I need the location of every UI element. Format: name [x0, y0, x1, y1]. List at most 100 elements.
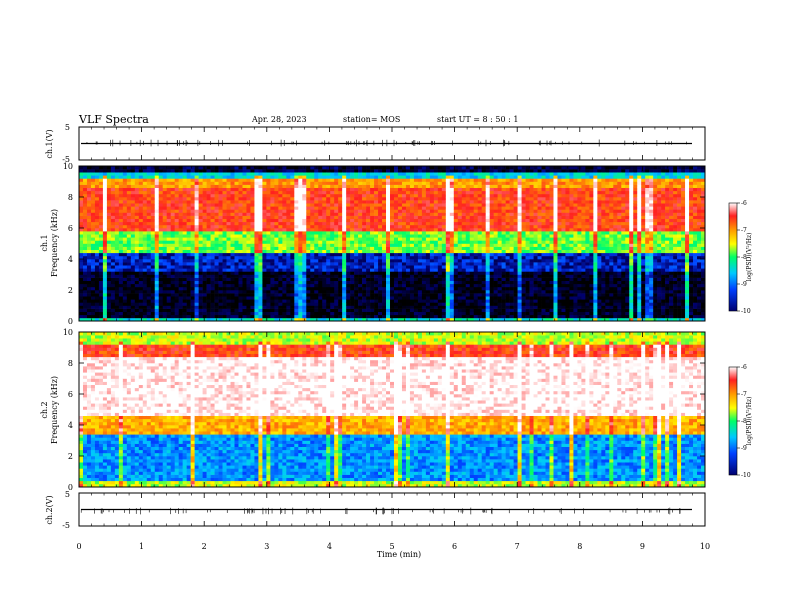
spectrogram-cell	[86, 203, 92, 207]
spectrogram-cell	[306, 246, 311, 250]
spectrogram-cell	[190, 197, 195, 201]
spectrogram-cell	[322, 181, 327, 185]
spectrogram-cell	[306, 302, 311, 306]
spectrogram-cell	[174, 262, 179, 266]
spectrogram-cell	[378, 200, 383, 204]
spectrogram-cell	[330, 224, 335, 229]
spectrogram-cell	[138, 203, 144, 207]
spectrogram-cell	[146, 262, 152, 266]
spectrogram-cell	[242, 215, 247, 219]
spectrogram-cell	[441, 190, 447, 195]
spectrogram-cell	[146, 265, 152, 269]
spectrogram-cell	[421, 190, 427, 195]
spectrogram-cell	[198, 209, 203, 213]
spectrogram-cell	[386, 290, 391, 294]
spectrogram-cell	[102, 262, 108, 266]
spectrogram-cell	[449, 172, 455, 176]
spectrogram-cell	[146, 302, 152, 306]
spectrogram-cell	[286, 231, 291, 235]
spectrogram-cell	[374, 187, 379, 192]
spectrogram-cell	[150, 308, 156, 312]
spectrogram-cell	[401, 265, 407, 269]
spectrogram-cell	[98, 308, 104, 312]
spectrogram-cell	[461, 286, 467, 291]
spectrogram-cell	[250, 234, 255, 238]
spectrogram-cell	[441, 224, 447, 229]
spectrogram-cell	[302, 172, 307, 176]
spectrogram-cell	[82, 249, 88, 254]
spectrogram-cell	[106, 311, 112, 316]
spectrogram-cell	[433, 215, 439, 219]
spectrogram-cell	[354, 166, 359, 170]
spectrogram-cell	[386, 203, 391, 207]
spectrogram-cell	[206, 317, 211, 322]
spectrogram-cell	[79, 262, 84, 266]
spectrogram-cell	[214, 299, 219, 303]
spectrogram-cell	[202, 237, 207, 241]
spectrogram-cell	[378, 206, 383, 210]
spectrogram-cell	[429, 166, 435, 170]
spectrogram-cell	[382, 187, 387, 192]
spectrogram-cell	[298, 268, 303, 272]
spectrogram-cell	[437, 302, 443, 306]
spectrogram-cell	[401, 243, 407, 247]
spectrogram-cell	[461, 178, 467, 182]
spectrogram-cell	[294, 274, 299, 278]
spectrogram-cell	[234, 305, 239, 309]
spectrogram-cell	[166, 215, 172, 219]
spectrogram-cell	[126, 187, 132, 192]
spectrogram-cell	[270, 203, 275, 207]
spectrogram-cell	[322, 203, 327, 207]
spectrogram-cell	[238, 237, 243, 241]
spectrogram-cell	[326, 215, 331, 219]
spectrogram-cell	[178, 234, 183, 238]
spectrogram-cell	[354, 243, 359, 247]
spectrogram-cell	[350, 259, 355, 263]
spectrogram-cell	[294, 243, 299, 247]
spectrogram-cell	[194, 224, 199, 229]
spectrogram-cell	[154, 240, 160, 244]
spectrogram-cell	[178, 283, 183, 288]
spectrogram-cell	[146, 175, 152, 179]
spectrogram-cell	[298, 299, 303, 303]
spectrogram-cell	[314, 246, 319, 250]
spectrogram-cell	[198, 218, 203, 223]
spectrogram-cell	[362, 181, 367, 185]
spectrogram-cell	[437, 290, 443, 294]
spectrogram-cell	[322, 293, 327, 297]
spectrogram-cell	[138, 262, 144, 266]
spectrogram-cell	[82, 203, 88, 207]
spectrogram-cell	[382, 299, 387, 303]
spectrogram-cell	[286, 262, 291, 266]
spectrogram-cell	[433, 190, 439, 195]
spectrogram-cell	[453, 172, 459, 176]
spectrogram-cell	[238, 293, 243, 297]
spectrogram-cell	[182, 252, 187, 257]
spectrogram-cell	[146, 209, 152, 213]
spectrogram-cell	[182, 212, 187, 216]
spectrogram-cell	[210, 308, 215, 312]
spectrogram-cell	[429, 240, 435, 244]
spectrogram-cell	[334, 206, 339, 210]
spectrogram-cell	[82, 215, 88, 219]
spectrogram-cell	[154, 243, 160, 247]
spectrogram-cell	[294, 169, 299, 173]
spectrogram-cell	[413, 290, 419, 294]
spectrogram-cell	[449, 200, 455, 204]
spectrogram-cell	[110, 262, 116, 266]
spectrogram-cell	[449, 317, 455, 322]
spectrogram-cell	[110, 271, 116, 275]
spectrogram-cell	[90, 193, 96, 198]
spectrogram-cell	[413, 169, 419, 173]
spectrogram-cell	[310, 172, 315, 176]
spectrogram-cell	[146, 218, 152, 223]
spectrogram-cell	[374, 215, 379, 219]
spectrogram-cell	[218, 187, 223, 192]
spectrogram-cell	[298, 218, 303, 223]
spectrogram-cell	[298, 184, 303, 188]
spectrogram-cell	[366, 274, 371, 278]
spectrogram-cell	[322, 240, 327, 244]
spectrogram-cell	[246, 184, 251, 188]
spectrogram-cell	[118, 166, 124, 170]
spectrogram-cell	[79, 317, 84, 322]
